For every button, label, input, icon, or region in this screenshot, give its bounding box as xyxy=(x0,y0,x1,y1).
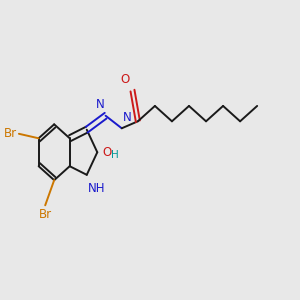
Text: O: O xyxy=(103,146,112,159)
Text: O: O xyxy=(120,73,130,86)
Text: N: N xyxy=(95,98,104,111)
Text: NH: NH xyxy=(88,182,106,195)
Text: Br: Br xyxy=(39,208,52,220)
Text: H: H xyxy=(111,149,118,160)
Text: Br: Br xyxy=(4,127,17,140)
Text: N: N xyxy=(123,111,132,124)
